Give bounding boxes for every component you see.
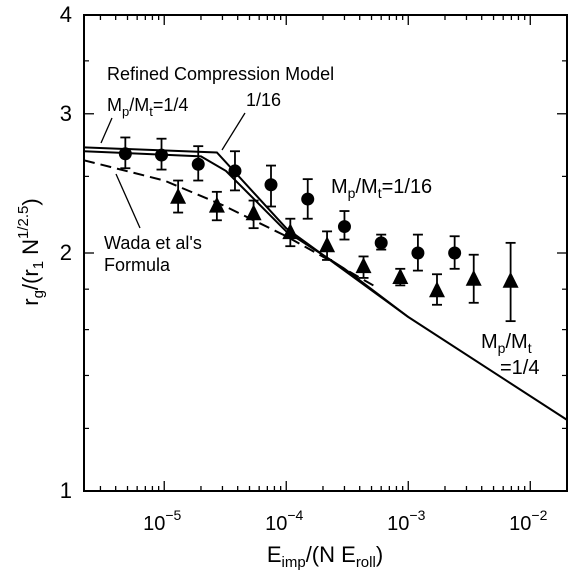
circle-point [374, 236, 388, 250]
annotation-triangles-label-line2: =1/4 [500, 357, 539, 379]
data-markers [118, 136, 519, 323]
circle-point [155, 148, 169, 162]
annotation-wada-line2: Formula [104, 255, 171, 275]
y-tick-label: 2 [60, 240, 72, 265]
triangle-point [170, 187, 187, 204]
x-tick-label: 10−2 [509, 507, 547, 535]
triangle-point [465, 269, 482, 286]
leader-quarter [100, 117, 113, 144]
model-curve-quarter [83, 146, 568, 421]
triangle-point [429, 281, 445, 298]
circle-point [264, 178, 278, 192]
triangle-point [355, 257, 372, 274]
model-curves [83, 146, 568, 421]
circle-point [337, 220, 351, 234]
leader-wada [115, 173, 141, 229]
x-tick-labels: 10−5 10−4 10−3 10−2 [143, 507, 547, 535]
wada-formula-curve [83, 159, 378, 289]
triangle-point [282, 223, 299, 240]
circle-point [301, 192, 315, 206]
leader-sixteenth [221, 112, 246, 151]
circle-point [411, 246, 425, 260]
x-tick-label: 10−5 [143, 507, 181, 535]
annotation-wada-line1: Wada et al's [104, 233, 202, 253]
triangle-point [245, 204, 262, 221]
y-tick-label: 4 [60, 2, 72, 27]
triangle-point [392, 268, 409, 284]
triangle-point [502, 271, 519, 288]
plot-frame [83, 14, 568, 492]
x-tick-label: 10−4 [265, 507, 303, 535]
triangle-point [319, 236, 336, 253]
circle-point [191, 157, 205, 171]
y-tick-label: 1 [60, 478, 72, 503]
y-tick-label: 3 [60, 101, 72, 126]
annotation-triangles-label-line1: Mp/Mt [481, 331, 532, 356]
x-tick-label: 10−3 [387, 507, 425, 535]
circle-point [118, 147, 132, 161]
y-tick-labels: 1 2 3 4 [60, 2, 72, 503]
circle-point [448, 246, 462, 260]
annotation-one-sixteenth: 1/16 [246, 90, 281, 110]
annotation-mass-ratio-quarter: Mp/Mt=1/4 [107, 95, 188, 119]
triangle-point [208, 196, 225, 213]
annotation-circles-label: Mp/Mt=1/16 [331, 176, 432, 201]
y-axis-label: rg/(r1 N1/2.5) [15, 198, 47, 305]
circle-point [228, 164, 242, 178]
x-axis-label: Eimp/(N Eroll) [267, 542, 383, 571]
annotation-refined-model: Refined Compression Model [107, 64, 334, 84]
y-ticks [84, 14, 567, 492]
x-ticks [99, 15, 568, 491]
